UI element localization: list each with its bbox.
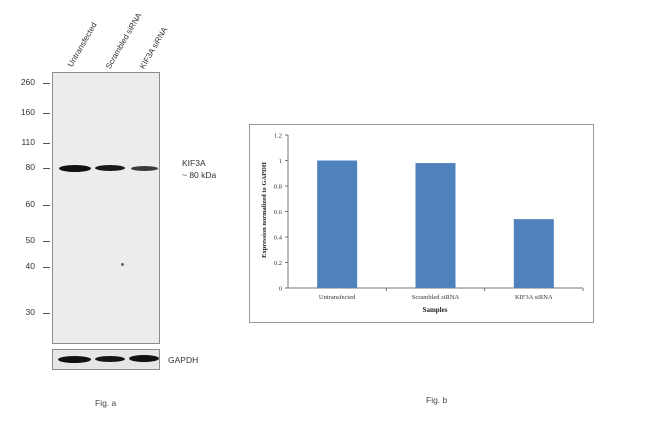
- lane-label-kif3a-sirna: KIF3A siRNA: [138, 25, 170, 71]
- x-tick-label: KIF3A siRNA: [515, 294, 553, 301]
- mw-marker-110: 110: [21, 137, 35, 147]
- mw-marker-30: 30: [25, 307, 35, 317]
- mw-tick: [43, 313, 50, 314]
- kif3a-band-untransfected: [59, 165, 91, 172]
- target-label: KIF3A: [182, 158, 206, 168]
- gapdh-band-kif3a-sirna: [129, 355, 159, 362]
- mw-tick: [43, 168, 50, 169]
- mw-tick: [43, 143, 50, 144]
- y-tick-label: 1: [279, 158, 282, 165]
- lane-label-untransfected: Untransfected: [66, 20, 99, 69]
- mw-tick: [43, 113, 50, 114]
- x-tick-label: Untransfected: [319, 294, 356, 301]
- mw-tick: [43, 205, 50, 206]
- mw-marker-40: 40: [25, 261, 35, 271]
- mw-tick: [43, 83, 50, 84]
- target-size-label: ~ 80 kDa: [182, 170, 217, 180]
- bar-untransfected: [317, 160, 358, 288]
- y-tick-label: 1.2: [274, 133, 282, 140]
- x-axis-title: Samples: [423, 306, 448, 314]
- mw-tick: [43, 267, 50, 268]
- bars: [317, 160, 554, 288]
- figure-a-caption: Fig. a: [95, 398, 117, 408]
- y-tick-label: 0: [279, 286, 282, 293]
- bar-chart: 0 0.2 0.4 0.6 0.8 1 1.2 Untransfected Scrambled…: [261, 133, 584, 314]
- kif3a-band-scrambled-sirna: [95, 165, 125, 171]
- gapdh-blot-membrane: [52, 349, 160, 370]
- gapdh-band-untransfected: [58, 356, 91, 363]
- kif3a-blot-membrane: [52, 72, 160, 344]
- y-axis: 0 0.2 0.4 0.6 0.8 1 1.2: [274, 133, 289, 293]
- figure-b-caption: Fig. b: [426, 395, 448, 405]
- kif3a-band-kif3a-sirna: [131, 166, 158, 171]
- bar-kif3a-sirna: [513, 219, 554, 288]
- bar-chart-frame: 0 0.2 0.4 0.6 0.8 1 1.2 Untransfected Scrambled…: [249, 124, 594, 323]
- mw-marker-160: 160: [20, 107, 35, 117]
- loading-control-label: GAPDH: [168, 355, 199, 365]
- mw-tick: [43, 241, 50, 242]
- y-tick-label: 0.6: [274, 209, 283, 216]
- y-axis-title: Expression normalized to GAPDH: [261, 162, 268, 258]
- mw-marker-50: 50: [25, 235, 35, 245]
- y-tick-label: 0.4: [274, 235, 283, 242]
- mw-marker-80: 80: [25, 162, 35, 172]
- x-tick-label: Scrambled siRNA: [412, 294, 460, 301]
- gapdh-band-scrambled-sirna: [95, 356, 125, 362]
- y-tick-label: 0.8: [274, 184, 282, 191]
- x-axis: Untransfected Scrambled siRNA KIF3A siRNA: [288, 287, 584, 301]
- blot-speck: [121, 263, 124, 266]
- y-tick-label: 0.2: [274, 260, 282, 267]
- mw-marker-260: 260: [20, 77, 35, 87]
- bar-scrambled-sirna: [415, 163, 456, 288]
- lane-label-scrambled-sirna: Scrambled siRNA: [104, 11, 144, 71]
- mw-marker-60: 60: [25, 199, 35, 209]
